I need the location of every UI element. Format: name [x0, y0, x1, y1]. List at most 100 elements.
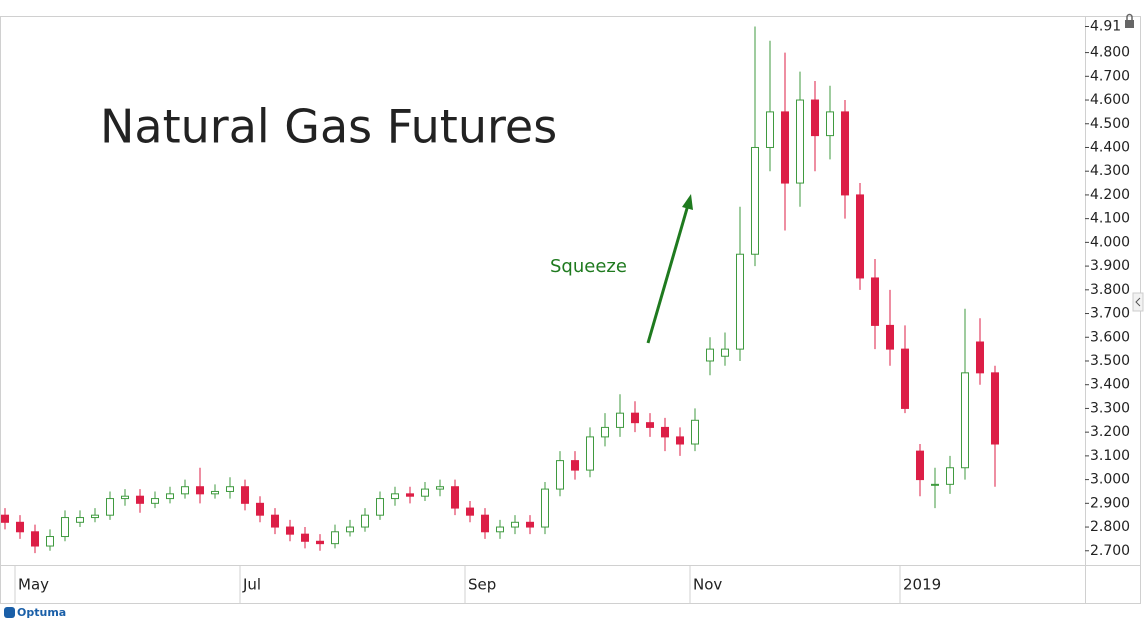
candle-body	[286, 526, 294, 535]
candle-body	[556, 460, 564, 490]
candle-body	[271, 514, 279, 528]
y-tick-label: 4.300	[1090, 163, 1130, 179]
candle-body	[796, 99, 804, 184]
candle-body	[451, 486, 459, 509]
candle-body	[736, 253, 744, 350]
candle-body	[316, 540, 324, 545]
candle-body	[616, 412, 624, 428]
candle-body	[841, 111, 849, 196]
lock-icon-shackle	[1126, 13, 1133, 20]
candle-body	[631, 412, 639, 424]
candle-body	[826, 111, 834, 137]
y-tick-label: 3.900	[1090, 258, 1130, 274]
y-tick-label: 4.000	[1090, 234, 1130, 250]
candle-body	[586, 436, 594, 471]
candle-body	[256, 502, 264, 516]
candle-body	[931, 483, 939, 486]
candle-body	[706, 348, 714, 362]
candle-body	[376, 498, 384, 516]
y-tick-label: 4.200	[1090, 187, 1130, 203]
candle-body	[676, 436, 684, 445]
y-tick-label: 2.900	[1090, 495, 1130, 511]
y-tick-label: 3.100	[1090, 448, 1130, 464]
panel-handle[interactable]	[1132, 292, 1144, 312]
candle-body	[361, 514, 369, 528]
candle-body	[421, 488, 429, 497]
candle-body	[1, 514, 9, 523]
x-tick-label: Sep	[468, 576, 496, 594]
candle-body	[496, 526, 504, 533]
candle-body	[946, 467, 954, 485]
candle-body	[661, 426, 669, 438]
y-tick-label: 3.600	[1090, 329, 1130, 345]
candle-body	[331, 531, 339, 545]
candle-body	[481, 514, 489, 533]
candle-body	[886, 324, 894, 350]
brand-logo	[4, 607, 15, 618]
candle-body	[301, 533, 309, 542]
y-tick-label: 3.800	[1090, 282, 1130, 298]
panel-handle-arrow	[1135, 297, 1141, 307]
candle-body	[721, 348, 729, 357]
candle-body	[211, 490, 219, 495]
y-tick-label: 3.200	[1090, 424, 1130, 440]
candle-body	[196, 486, 204, 495]
y-tick-label: 2.700	[1090, 543, 1130, 559]
candle-body	[991, 372, 999, 445]
candle-body	[151, 498, 159, 504]
y-tick-label: 3.400	[1090, 377, 1130, 393]
y-tick-label: 2.800	[1090, 519, 1130, 535]
candle-body	[241, 486, 249, 504]
candle-body	[961, 372, 969, 469]
y-tick-label: 4.800	[1090, 45, 1130, 61]
y-tick-label: 4.400	[1090, 139, 1130, 155]
candle-body	[976, 341, 984, 374]
candle-body	[76, 517, 84, 523]
y-tick-label: 4.600	[1090, 92, 1130, 108]
candle-body	[166, 493, 174, 500]
y-tick-label: 3.700	[1090, 306, 1130, 322]
candle-body	[106, 498, 114, 516]
y-tick-label: 4.100	[1090, 211, 1130, 227]
annotation-arrowhead	[682, 194, 693, 210]
candle-body	[391, 493, 399, 500]
candle-body	[916, 450, 924, 481]
x-tick-label: May	[18, 576, 49, 594]
candle-body	[646, 422, 654, 428]
x-tick-label: Nov	[693, 576, 722, 594]
x-tick-label: Jul	[242, 576, 261, 594]
candle-body	[466, 507, 474, 516]
y-tick-label: 3.300	[1090, 400, 1130, 416]
candle-body	[31, 531, 39, 547]
candle-body	[136, 495, 144, 504]
candle-body	[751, 146, 759, 255]
y-tick-label: 4.91	[1090, 18, 1121, 34]
candle-body	[346, 526, 354, 533]
candle-body	[856, 194, 864, 279]
candle-body	[541, 488, 549, 528]
candle-body	[406, 493, 414, 497]
candle-body	[571, 460, 579, 471]
candle-body	[16, 521, 24, 533]
annotation: Squeeze	[550, 256, 627, 277]
candle-body	[781, 111, 789, 184]
candle-body	[601, 426, 609, 438]
candle-body	[121, 495, 129, 500]
candle-body	[226, 486, 234, 492]
candle-body	[436, 486, 444, 490]
candle-body	[46, 536, 54, 547]
y-tick-label: 4.500	[1090, 116, 1130, 132]
y-tick-label: 3.500	[1090, 353, 1130, 369]
chart-title: Natural Gas Futures	[100, 100, 557, 154]
candle-body	[511, 521, 519, 528]
lock-icon[interactable]	[1125, 20, 1134, 28]
candle-body	[766, 111, 774, 148]
candle-body	[691, 419, 699, 445]
candle-body	[526, 521, 534, 528]
candle-body	[811, 99, 819, 137]
annotation-arrow	[646, 204, 690, 344]
x-tick-label: 2019	[903, 576, 941, 594]
brand-name: Optuma	[17, 606, 66, 619]
